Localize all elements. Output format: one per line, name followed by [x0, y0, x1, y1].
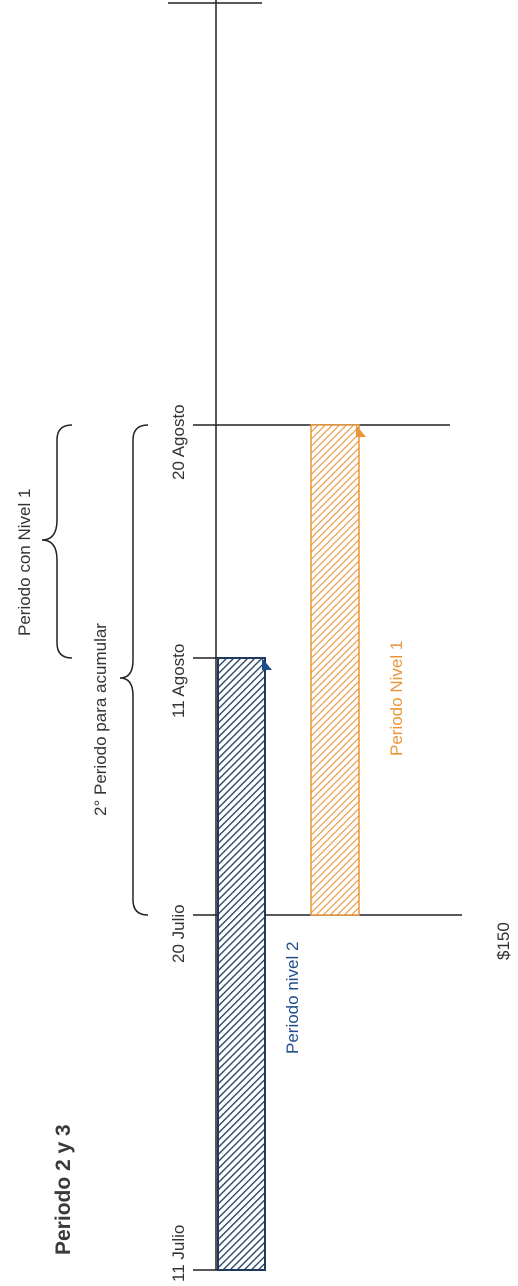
date-label-20-julio: 20 Julio	[169, 904, 188, 963]
bar-level-2	[217, 657, 266, 1271]
page-title: Periodo 2 y 3	[52, 1124, 75, 1255]
brace-accumulate	[119, 424, 149, 916]
brace-label-accumulate: 2° Periodo para acumular	[91, 623, 110, 816]
amount-label: $150	[494, 922, 513, 960]
brace-level-1	[41, 424, 73, 659]
bar-level-2-arrow	[262, 658, 272, 670]
date-label-20-agosto: 20 Agosto	[169, 404, 188, 480]
brace-label-level-1: Periodo con Nivel 1	[15, 489, 34, 636]
date-label-11-agosto: 11 Agosto	[169, 644, 188, 718]
bar-label-level-1: Periodo Nivel 1	[387, 641, 406, 756]
bar-label-level-2: Periodo nivel 2	[283, 942, 302, 1054]
date-label-11-julio: 11 Julio	[169, 1225, 188, 1282]
bar-level-1	[310, 424, 360, 916]
bar-level-1-arrow	[356, 425, 366, 437]
